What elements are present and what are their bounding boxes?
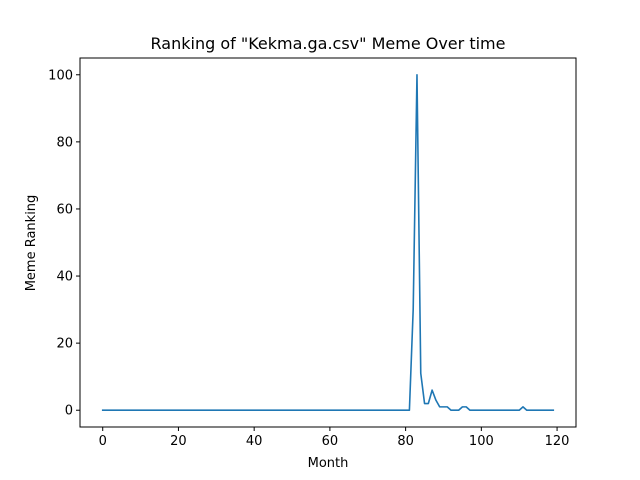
- y-tick-label: 0: [65, 404, 73, 419]
- chart-title: Ranking of "Kekma.ga.csv" Meme Over time: [151, 34, 506, 53]
- x-tick-label: 0: [99, 434, 107, 449]
- x-tick-label: 40: [246, 434, 263, 449]
- x-tick-label: 60: [322, 434, 339, 449]
- series-line-1: [101, 73, 555, 412]
- y-tick-label: 80: [56, 135, 73, 150]
- x-tick-label: 100: [469, 434, 494, 449]
- y-tick-label: 60: [56, 202, 73, 217]
- y-tick-label: 40: [56, 270, 73, 285]
- plot-area: 0 20 40 60 80 100 120 0 20 40 60 80 100: [48, 57, 577, 449]
- x-tick-label: 120: [545, 434, 570, 449]
- plot-frame: [79, 57, 577, 428]
- y-axis-label: Meme Ranking: [24, 195, 39, 292]
- x-axis-label: Month: [308, 456, 349, 471]
- y-tick-label: 20: [56, 337, 73, 352]
- x-tick-label: 80: [397, 434, 414, 449]
- y-tick-label: 100: [48, 68, 73, 83]
- x-tick-label: 20: [170, 434, 187, 449]
